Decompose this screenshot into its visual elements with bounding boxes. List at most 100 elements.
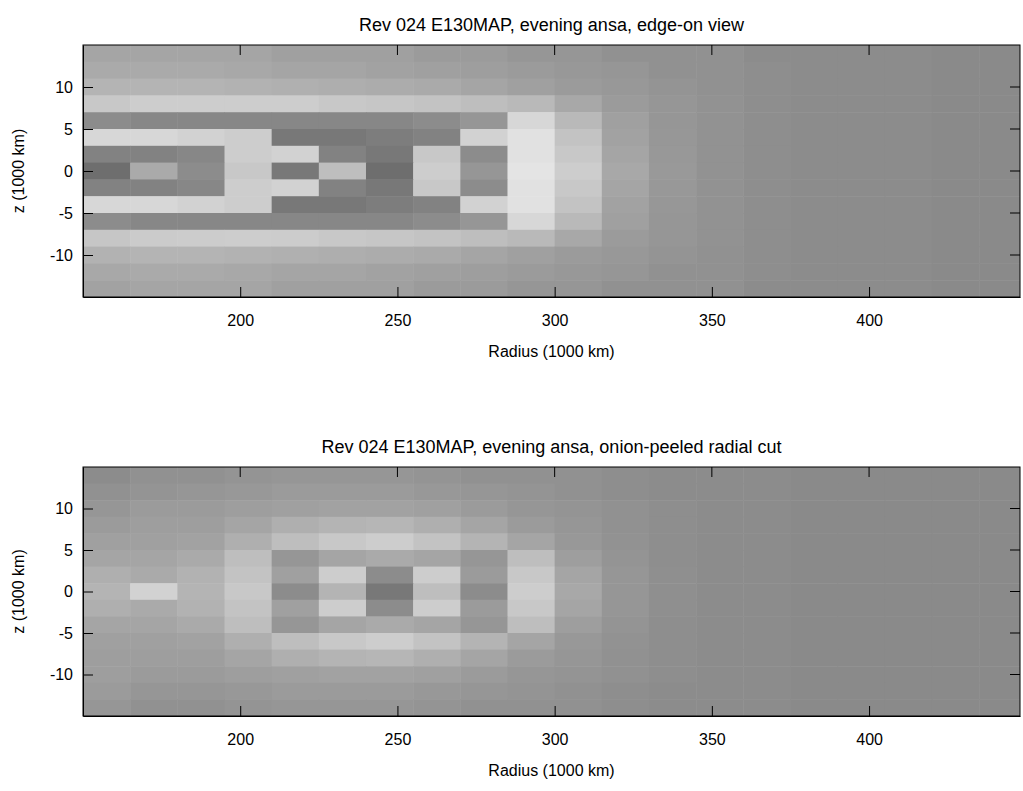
cell [272, 650, 320, 667]
cell [979, 179, 1020, 196]
cell [790, 616, 838, 633]
cell [130, 484, 178, 501]
cell [885, 146, 933, 163]
cell [413, 95, 461, 112]
cell [319, 583, 367, 600]
cell [319, 95, 367, 112]
cell [743, 467, 791, 484]
cell [696, 280, 744, 297]
cell [885, 129, 933, 146]
cell [885, 79, 933, 96]
cell [555, 112, 603, 129]
cell [743, 79, 791, 96]
cell [885, 500, 933, 517]
cell [224, 616, 272, 633]
cell [602, 62, 650, 79]
cell [885, 650, 933, 667]
cell [979, 633, 1020, 650]
x-tick-mark-top [711, 467, 712, 477]
cell [460, 583, 508, 600]
y-axis-title: z (1000 km) [10, 549, 27, 633]
cell [649, 95, 697, 112]
cell [413, 112, 461, 129]
cell [885, 163, 933, 180]
cell [366, 45, 414, 62]
cell [790, 533, 838, 550]
cell [83, 633, 131, 650]
cell [696, 196, 744, 213]
x-tick: 200 [227, 706, 254, 748]
cell [602, 45, 650, 62]
cell [649, 146, 697, 163]
cell [272, 533, 320, 550]
y-tick-label: -10 [50, 247, 73, 264]
cell [507, 666, 555, 683]
cell [507, 550, 555, 567]
cell [790, 699, 838, 716]
x-tick-label: 300 [542, 312, 569, 329]
cell [932, 112, 980, 129]
x-tick-mark [712, 287, 713, 297]
cell [979, 247, 1020, 264]
cell [224, 666, 272, 683]
cell [696, 484, 744, 501]
cell [932, 263, 980, 280]
cell [885, 484, 933, 501]
cell [649, 196, 697, 213]
x-tick-label: 350 [699, 731, 726, 748]
x-tick-mark-top [240, 467, 241, 477]
cell [177, 146, 225, 163]
cell [319, 633, 367, 650]
cell [696, 129, 744, 146]
cell [366, 163, 414, 180]
cell [130, 263, 178, 280]
cell [366, 583, 414, 600]
cell [507, 517, 555, 534]
figure: 200250300350400-10-50510Rev 024 E130MAP,… [0, 0, 1023, 791]
cell [555, 230, 603, 247]
cell [696, 179, 744, 196]
cell [885, 467, 933, 484]
x-tick-mark-top [397, 45, 398, 55]
cell [979, 112, 1020, 129]
cell [224, 699, 272, 716]
cell [272, 616, 320, 633]
cell [885, 247, 933, 264]
cell [224, 146, 272, 163]
cell [838, 280, 886, 297]
cell [224, 533, 272, 550]
cell [319, 484, 367, 501]
x-tick-mark [397, 287, 398, 297]
cell [130, 650, 178, 667]
cell [555, 79, 603, 96]
y-tick-mark-right [1010, 171, 1020, 172]
cell [602, 567, 650, 584]
y-tick-label: 10 [55, 79, 73, 96]
y-tick-label: 0 [64, 583, 73, 600]
cell [507, 179, 555, 196]
cell [838, 683, 886, 700]
x-tick-mark [869, 706, 870, 716]
cell [460, 600, 508, 617]
cell [413, 62, 461, 79]
cell [696, 699, 744, 716]
cell [460, 500, 508, 517]
cell [366, 666, 414, 683]
cell [177, 230, 225, 247]
panel-title: Rev 024 E130MAP, evening ansa, onion-pee… [322, 437, 782, 457]
cell [413, 129, 461, 146]
cell [602, 600, 650, 617]
cell [319, 616, 367, 633]
x-tick-mark [869, 287, 870, 297]
cell [555, 533, 603, 550]
y-tick: 0 [64, 163, 93, 180]
x-tick-mark [397, 706, 398, 716]
cell [177, 95, 225, 112]
cell [83, 196, 131, 213]
cell [838, 650, 886, 667]
x-tick: 250 [385, 287, 412, 329]
x-tick-mark [555, 706, 556, 716]
cell [649, 179, 697, 196]
cell [932, 517, 980, 534]
cell [83, 129, 131, 146]
